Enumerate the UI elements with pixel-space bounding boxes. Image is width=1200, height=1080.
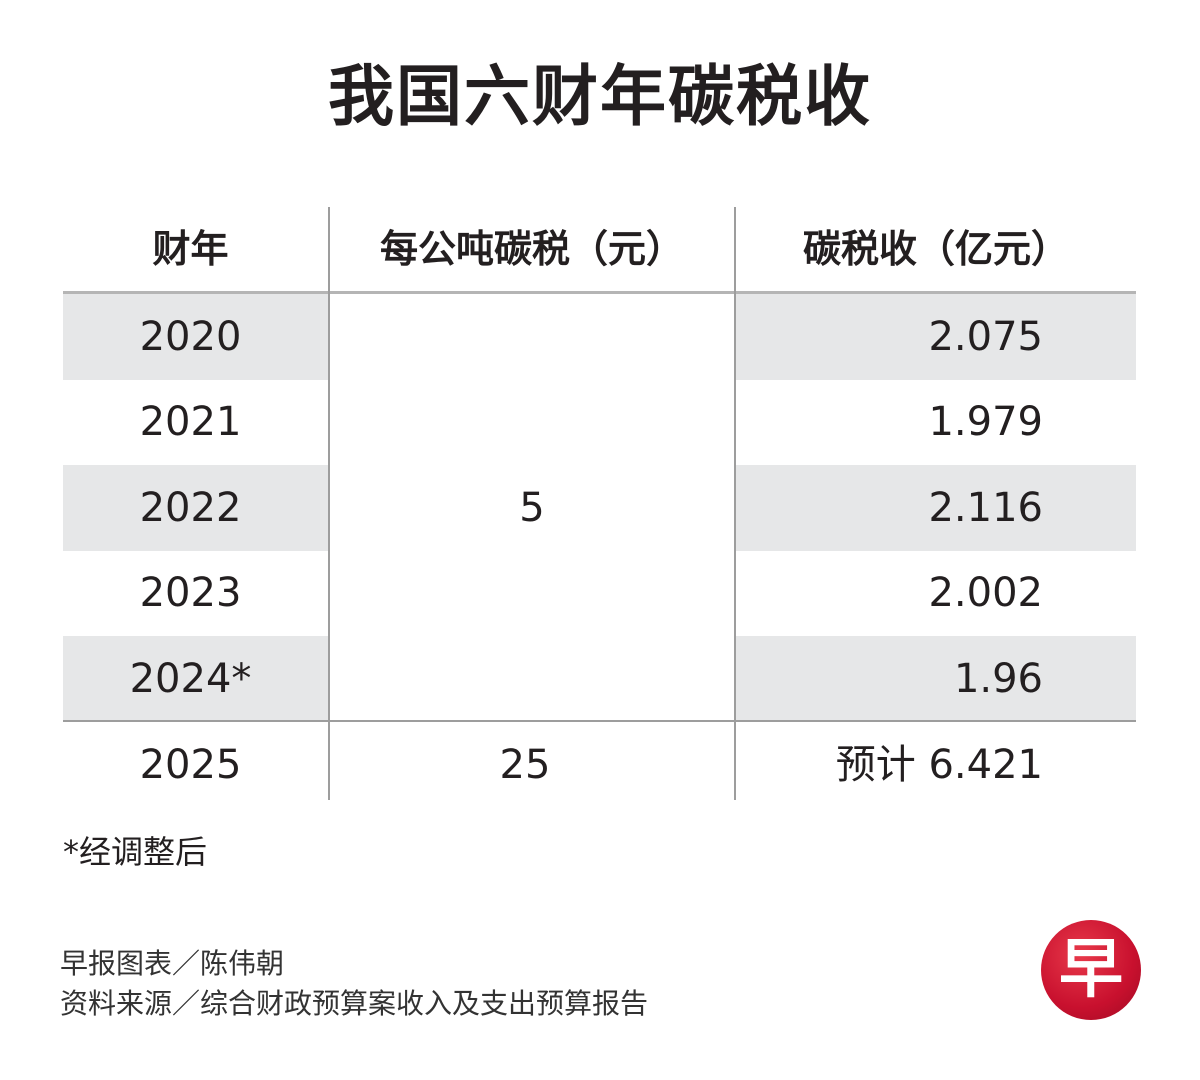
revenue-cell: 2.116 <box>928 485 1043 531</box>
column-header-revenue: 碳税收（亿元） <box>802 227 1069 271</box>
row-divider <box>63 720 1136 722</box>
column-header-rate: 每公吨碳税（元） <box>379 227 684 271</box>
revenue-cell: 2.002 <box>928 570 1043 616</box>
column-header-year: 财年 <box>152 227 229 271</box>
revenue-cell: 2.075 <box>928 314 1043 360</box>
table-row: 2020 2.075 <box>63 294 1136 380</box>
source-credit: 资料来源／综合财政预算案收入及支出预算报告 <box>60 987 649 1020</box>
year-cell: 2020 <box>139 314 242 360</box>
graphic-credit: 早报图表／陈伟朝 <box>60 947 285 980</box>
table-row: 2022 2.116 <box>63 465 1136 551</box>
year-cell: 2023 <box>139 570 242 616</box>
table-row: 2024* 1.96 <box>63 636 1136 722</box>
rate-cell-merged: 5 <box>519 485 545 531</box>
logo-text: 早 <box>1059 933 1123 1007</box>
chart-title: 我国六财年碳税收 <box>328 58 872 135</box>
year-cell: 2021 <box>139 399 242 445</box>
year-cell: 2024* <box>129 656 252 702</box>
revenue-cell: 预计 6.421 <box>835 742 1043 788</box>
table-row: 2025 25 预计 6.421 <box>63 722 1136 808</box>
column-divider <box>328 207 330 800</box>
header-divider <box>63 291 1136 294</box>
revenue-cell: 1.96 <box>953 656 1043 702</box>
rate-cell: 25 <box>499 742 551 788</box>
column-divider <box>734 207 736 800</box>
table-row: 2023 2.002 <box>63 550 1136 636</box>
revenue-cell: 1.979 <box>928 399 1043 445</box>
zaobao-logo: 早 <box>1041 920 1141 1020</box>
year-cell: 2025 <box>139 742 242 788</box>
year-cell: 2022 <box>139 485 242 531</box>
carbon-tax-table: 财年 每公吨碳税（元） 碳税收（亿元） 2020 2.075 2021 1.97… <box>63 207 1136 800</box>
table-row: 2021 1.979 <box>63 379 1136 465</box>
footnote: *经调整后 <box>63 833 208 871</box>
